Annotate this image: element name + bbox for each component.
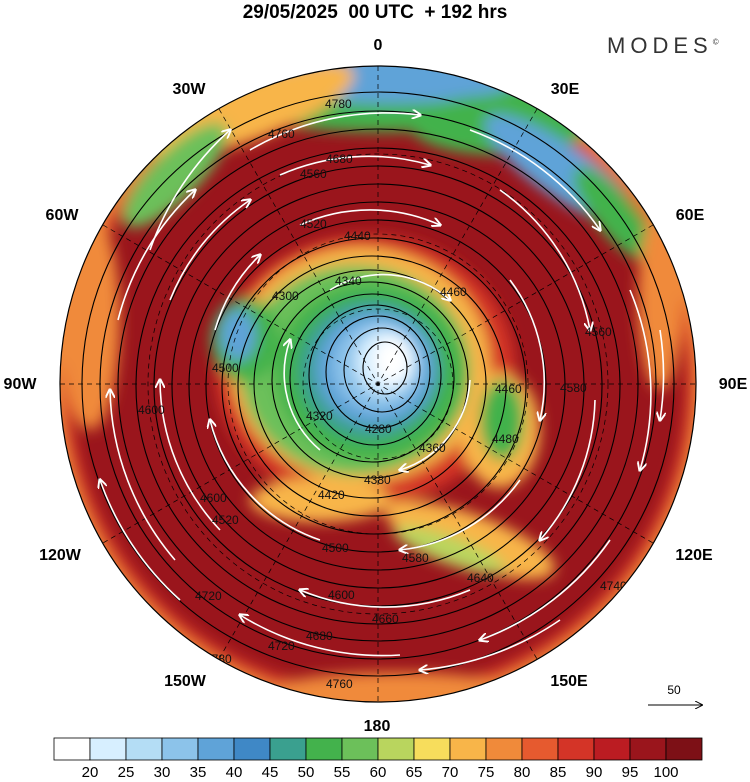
contour-label: 4600 [200, 491, 227, 505]
colorbar-swatch [161, 737, 199, 761]
contour-labels: 4780 4760 4680 4560 4520 4440 4340 4300 … [138, 97, 627, 691]
contour-label: 4340 [335, 274, 362, 288]
contour-label: 4500 [322, 541, 349, 555]
contour-label: 4680 [306, 629, 333, 643]
colorbar-swatch [449, 737, 487, 761]
colorbar-tick-label: 60 [370, 764, 387, 781]
contour-label: 4460 [440, 285, 467, 299]
colorbar-swatch [521, 737, 559, 761]
colorbar-swatch [593, 737, 631, 761]
lon-180-label: 180 [364, 718, 391, 735]
copyright-mark: © [712, 37, 719, 47]
contour-label: 4640 [467, 571, 494, 585]
wind-streamlines [100, 113, 664, 670]
height-contours [81, 91, 675, 677]
contour-label: 4680 [326, 152, 353, 166]
contour-label: 4300 [272, 289, 299, 303]
lon-90w-label: 90W [4, 376, 38, 393]
colorbar-tick-label: 70 [442, 764, 459, 781]
map-boundary [59, 65, 697, 703]
colorbar-tick-label: 95 [622, 764, 639, 781]
colorbar-tick-label: 90 [586, 764, 603, 781]
contour-label: 4780 [325, 97, 352, 111]
lon-150e-label: 150E [550, 673, 588, 690]
colorbar-swatch [341, 737, 379, 761]
colorbar [53, 737, 703, 761]
contour-label: 4580 [402, 551, 429, 565]
colorbar-swatch [53, 737, 91, 761]
colorbar-swatch [665, 737, 703, 761]
contour-label: 4720 [268, 639, 295, 653]
contour-label: 4440 [344, 229, 371, 243]
lon-120w-label: 120W [39, 547, 82, 564]
contour-label: 4520 [300, 217, 327, 231]
colorbar-tick-label: 55 [334, 764, 351, 781]
colorbar-swatch [233, 737, 271, 761]
wind-speed-field: 4780 4760 4680 4560 4520 4440 4340 4300 … [60, 66, 696, 702]
contour-label: 4580 [560, 381, 587, 395]
contour-label: 4600 [328, 588, 355, 602]
lon-30w-label: 30W [173, 81, 207, 98]
contour-label: 4760 [326, 677, 353, 691]
brand-name: MODES [607, 33, 713, 58]
modes-logo: MODES© [607, 33, 719, 59]
lon-90e-label: 90E [719, 376, 748, 393]
lon-60w-label: 60W [46, 207, 80, 224]
colorbar-tick-label: 50 [298, 764, 315, 781]
map-title: 29/05/2025 00 UTC + 192 hrs [242, 2, 508, 23]
contour-label: 4280 [365, 422, 392, 436]
contour-label: 4420 [318, 488, 345, 502]
lon-150w-label: 150W [164, 673, 207, 690]
lon-0-label: 0 [374, 37, 383, 54]
colorbar-labels: 20 25 30 35 40 45 50 55 60 65 70 75 80 85 90 95 100 [82, 764, 679, 781]
colorbar-swatch [557, 737, 595, 761]
contour-label: 4560 [300, 167, 327, 181]
longitude-labels: 0 30E 60E 90E 120E 150E 180 150W 120W 90… [4, 37, 748, 735]
contour-label: 4320 [306, 409, 333, 423]
colorbar-tick-label: 65 [406, 764, 423, 781]
contour-label: 4600 [138, 403, 165, 417]
contour-label: 4380 [364, 473, 391, 487]
contour-label: 4760 [268, 127, 295, 141]
contour-label: 4500 [212, 361, 239, 375]
reference-vector-value: 50 [667, 683, 681, 697]
colorbar-tick-label: 20 [82, 764, 99, 781]
colorbar-swatch [377, 737, 415, 761]
colorbar-swatch [125, 737, 163, 761]
colorbar-tick-label: 45 [262, 764, 279, 781]
colorbar-tick-label: 35 [190, 764, 207, 781]
colorbar-swatch [629, 737, 667, 761]
graticule [60, 66, 696, 702]
colorbar-swatch [197, 737, 235, 761]
contour-label: 4520 [212, 513, 239, 527]
colorbar-swatch [269, 737, 307, 761]
contour-label: 4560 [585, 325, 612, 339]
colorbar-tick-label: 30 [154, 764, 171, 781]
colorbar-tick-label: 100 [653, 764, 678, 781]
colorbar-tick-label: 85 [550, 764, 567, 781]
contour-label: 4660 [372, 612, 399, 626]
colorbar-tick-label: 25 [118, 764, 135, 781]
colorbar-swatch [305, 737, 343, 761]
lon-120e-label: 120E [675, 547, 713, 564]
colorbar-swatch [485, 737, 523, 761]
colorbar-tick-label: 80 [514, 764, 531, 781]
lon-30e-label: 30E [551, 81, 580, 98]
lon-60e-label: 60E [676, 207, 705, 224]
colorbar-tick-label: 40 [226, 764, 243, 781]
contour-label: 4720 [195, 589, 222, 603]
contour-label: 4360 [419, 441, 446, 455]
colorbar-tick-label: 75 [478, 764, 495, 781]
contour-label: 4460 [495, 382, 522, 396]
reference-vector: 50 [648, 683, 702, 705]
contour-label: 4480 [492, 432, 519, 446]
colorbar-swatch [413, 737, 451, 761]
colorbar-swatch [89, 737, 127, 761]
